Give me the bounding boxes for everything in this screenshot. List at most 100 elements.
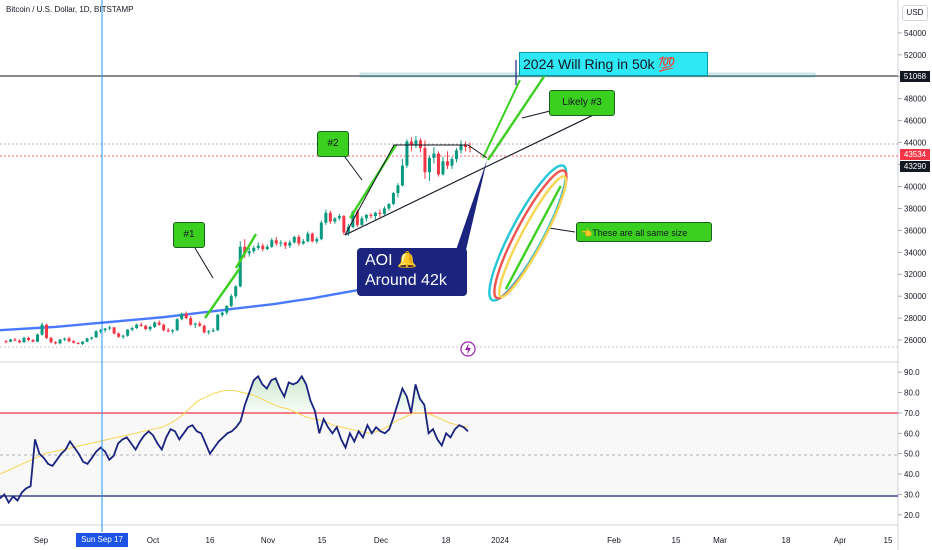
candle bbox=[283, 241, 287, 250]
candle-body bbox=[274, 240, 278, 244]
candle bbox=[364, 213, 368, 222]
candle-body bbox=[166, 330, 170, 332]
rsi-tick-label: 60.0 bbox=[904, 429, 920, 438]
candle bbox=[333, 217, 337, 224]
candle-body bbox=[117, 333, 121, 337]
candle bbox=[180, 312, 184, 321]
leg-2-line bbox=[348, 144, 398, 219]
ellipse-cyan bbox=[488, 164, 568, 302]
candles bbox=[4, 136, 472, 345]
leg-1-line-b bbox=[234, 233, 258, 269]
candle bbox=[319, 220, 323, 241]
candle-body bbox=[148, 326, 152, 330]
candle-body bbox=[22, 337, 26, 343]
grid bbox=[0, 0, 899, 550]
time-tick-label: Apr bbox=[834, 536, 847, 545]
candle bbox=[256, 242, 260, 251]
candle bbox=[265, 244, 269, 251]
candle-body bbox=[63, 338, 67, 340]
candle-body bbox=[441, 161, 445, 175]
candle-body bbox=[283, 242, 287, 246]
candle bbox=[135, 323, 139, 330]
candle-body bbox=[378, 212, 382, 214]
candle bbox=[184, 311, 188, 320]
candle bbox=[49, 336, 53, 344]
candle-body bbox=[369, 215, 373, 217]
candle-body bbox=[418, 140, 422, 149]
candle-body bbox=[135, 324, 139, 328]
candle-body bbox=[67, 338, 71, 342]
price-tick-label: 52000 bbox=[904, 51, 927, 60]
rsi-axis[interactable]: 20.0 30.0 40.0 50.0 60.0 70.0 80.0 90.0 bbox=[898, 368, 920, 520]
candle-body bbox=[112, 327, 116, 334]
candle bbox=[301, 239, 305, 245]
candle bbox=[387, 202, 391, 211]
callout-same-size[interactable]: 👈These are all same size bbox=[576, 222, 712, 242]
candle bbox=[126, 329, 130, 337]
candle bbox=[202, 324, 206, 334]
currency-badge[interactable]: USD bbox=[902, 5, 928, 21]
candle bbox=[409, 137, 413, 152]
candle bbox=[288, 240, 292, 248]
time-axis[interactable]: Sep Oct 16 Nov 15 Dec 18 2024 Feb 15 Mar 18 Apr 15 bbox=[34, 536, 893, 545]
time-tick-label: Sep bbox=[34, 536, 49, 545]
rsi-band bbox=[0, 413, 898, 496]
candle bbox=[414, 136, 418, 149]
time-tick-label: Mar bbox=[713, 536, 727, 545]
callout-likely-3[interactable]: Likely #3 bbox=[549, 90, 615, 116]
callout-aoi[interactable]: AOI 🔔 Around 42k bbox=[357, 248, 467, 296]
time-tick-label: Nov bbox=[261, 536, 275, 545]
price-tick-label: 40000 bbox=[904, 182, 927, 191]
candle bbox=[445, 151, 449, 169]
candle bbox=[328, 210, 332, 224]
candle bbox=[58, 338, 62, 345]
candle-body bbox=[58, 339, 62, 344]
callout-target-50k[interactable]: 2024 Will Ring in 50k 💯 bbox=[519, 52, 708, 76]
candle bbox=[337, 213, 341, 221]
candle-body bbox=[189, 318, 193, 325]
candle bbox=[45, 323, 49, 339]
candle bbox=[90, 336, 94, 341]
candle bbox=[229, 293, 233, 308]
candle bbox=[175, 318, 179, 332]
candle-body bbox=[405, 141, 409, 166]
candle-body bbox=[459, 144, 463, 151]
candle bbox=[360, 216, 364, 226]
candle-body bbox=[373, 212, 377, 217]
rsi-tick-label: 80.0 bbox=[904, 389, 920, 398]
candle bbox=[234, 285, 238, 299]
candle-body bbox=[306, 233, 310, 242]
candle bbox=[427, 155, 431, 181]
candle bbox=[423, 140, 427, 179]
candle bbox=[36, 333, 40, 343]
lightning-icon[interactable] bbox=[460, 341, 476, 357]
candle bbox=[310, 232, 314, 243]
candle bbox=[252, 245, 256, 254]
candle-body bbox=[220, 312, 224, 315]
candle-body bbox=[355, 211, 359, 225]
candle-body bbox=[445, 161, 449, 166]
candle-body bbox=[436, 153, 440, 175]
candle bbox=[463, 141, 467, 152]
candle bbox=[220, 311, 224, 318]
callout-leg-1[interactable]: #1 bbox=[173, 222, 205, 248]
candle-body bbox=[351, 211, 355, 228]
price-tick-label: 46000 bbox=[904, 117, 927, 126]
callout-leg-2[interactable]: #2 bbox=[317, 131, 349, 157]
candle-body bbox=[153, 322, 157, 327]
candle-body bbox=[450, 159, 454, 166]
candle bbox=[130, 326, 134, 332]
time-tick-label: 18 bbox=[442, 536, 451, 545]
candle-body bbox=[301, 241, 305, 244]
time-tick-label: Oct bbox=[147, 536, 160, 545]
price-tick-label: 48000 bbox=[904, 95, 927, 104]
candle bbox=[324, 209, 328, 225]
candle bbox=[459, 140, 463, 154]
candle bbox=[378, 209, 382, 218]
candle-body bbox=[288, 242, 292, 246]
candle-body bbox=[121, 335, 125, 337]
candle-body bbox=[252, 247, 256, 252]
candle bbox=[189, 315, 193, 326]
candle bbox=[468, 142, 472, 153]
